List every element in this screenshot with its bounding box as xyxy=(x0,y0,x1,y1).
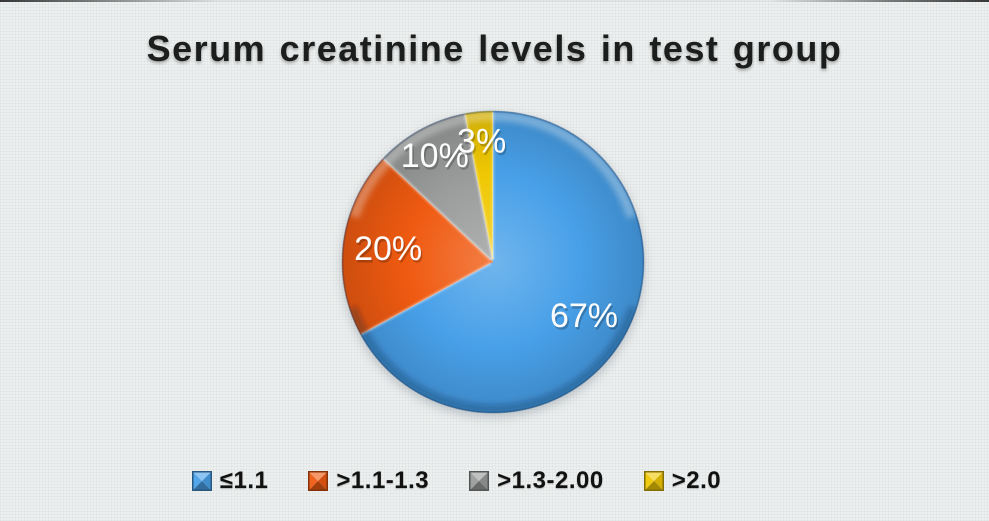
legend-swatch-icon xyxy=(469,471,490,491)
pie-slice-label: 3% xyxy=(459,125,508,163)
slice-bevel-edge xyxy=(383,159,492,261)
pie-slice-label: 67% xyxy=(550,297,618,335)
legend-item: >1.3-2.00 xyxy=(469,467,604,495)
slice-bevel-edge xyxy=(361,262,491,335)
pie-slice-label: 20% xyxy=(354,230,422,268)
legend-label: ≤1.1 xyxy=(219,467,269,494)
pie-slice-label: 10% xyxy=(401,137,469,175)
slice-bevel-edge xyxy=(464,114,494,260)
pie-slice xyxy=(382,113,493,262)
slice-bevel-edge xyxy=(462,113,495,261)
legend-label: >2.0 xyxy=(671,467,722,494)
legend-label: >1.3-2.00 xyxy=(497,467,604,494)
slice-bevel-edge xyxy=(359,261,492,337)
legend-item: ≤1.1 xyxy=(191,467,269,495)
legend-swatch-icon xyxy=(191,471,212,491)
legend-swatch-icon xyxy=(643,471,664,491)
pie-chart: 67%67%20%20%10%10%3%3% xyxy=(341,110,645,414)
pie-slice-label: 10% xyxy=(402,140,470,178)
legend-label: >1.1-1.3 xyxy=(336,467,430,494)
pie-slice-label: 3% xyxy=(457,123,506,161)
legend-item: >2.0 xyxy=(643,467,722,495)
pie-outline xyxy=(341,110,645,414)
pie-slice-label: 20% xyxy=(356,232,424,270)
legend-item: >1.1-1.3 xyxy=(308,467,429,495)
rim-highlight xyxy=(349,111,637,219)
chart-title: Serum creatinine levels in test group xyxy=(146,28,843,69)
top-border-line xyxy=(0,0,989,2)
slice-bevel-edge xyxy=(381,157,493,262)
rim-shadow xyxy=(349,306,637,413)
pie-slice xyxy=(360,111,644,413)
pie-slice-label: 67% xyxy=(551,299,619,337)
legend-swatch-icon xyxy=(308,471,329,491)
pie-slice xyxy=(342,158,493,335)
chart-legend: ≤1.1 >1.1-1.3 >1.3-2.00 >2.0 xyxy=(0,467,951,495)
pie-slice xyxy=(464,111,493,262)
pie-chart-area: 67% 67% 20% 20% 10% 10% 3% 3% xyxy=(323,92,663,432)
